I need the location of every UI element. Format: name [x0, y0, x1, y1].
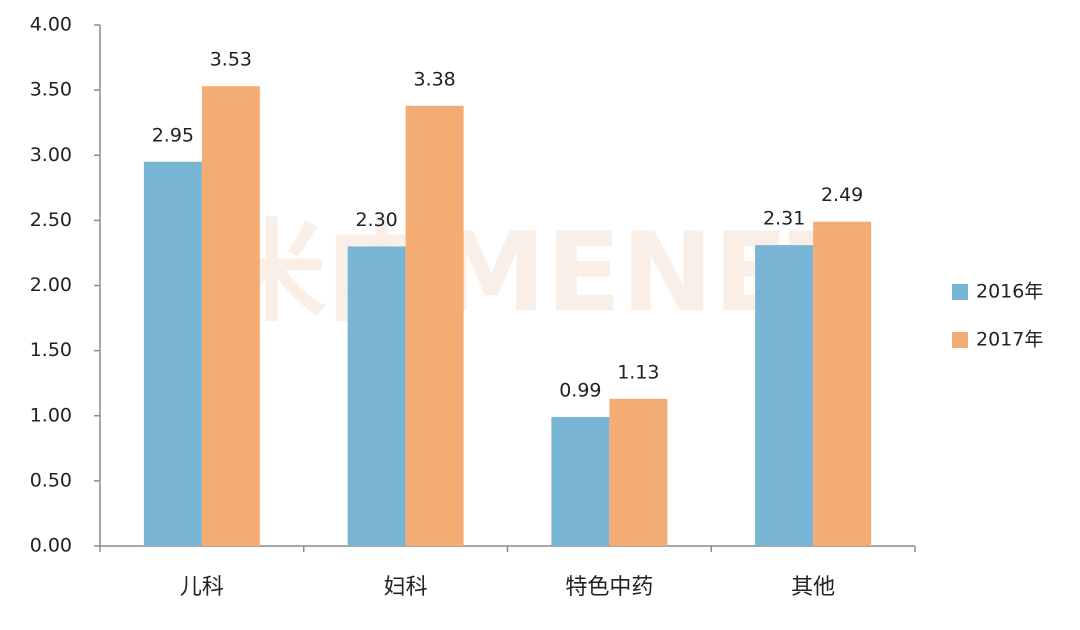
bar	[405, 105, 464, 546]
value-label: 2.31	[763, 208, 805, 230]
x-tick-label: 儿科	[180, 575, 224, 600]
y-tick-label: 0.00	[30, 535, 72, 557]
y-tick-label: 3.00	[30, 144, 72, 166]
value-label: 3.53	[210, 49, 252, 71]
value-label: 2.95	[152, 124, 194, 146]
bar	[609, 398, 668, 546]
value-label: 3.38	[413, 68, 455, 90]
legend-label: 2017年	[976, 329, 1043, 351]
value-label: 1.13	[617, 361, 659, 383]
legend-label: 2016年	[976, 281, 1043, 303]
bar	[551, 417, 610, 546]
bar	[755, 245, 814, 546]
y-tick-label: 0.50	[30, 469, 72, 491]
bar	[347, 246, 406, 547]
value-label: 2.30	[355, 209, 397, 231]
y-tick-label: 1.50	[30, 339, 72, 361]
y-tick-label: 4.00	[30, 14, 72, 36]
bar	[813, 221, 872, 547]
y-tick-label: 2.00	[30, 274, 72, 296]
x-tick-label: 特色中药	[565, 575, 653, 600]
x-tick-label: 其他	[791, 575, 835, 600]
y-tick-label: 1.00	[30, 404, 72, 426]
y-tick-label: 3.50	[30, 79, 72, 101]
legend-swatch	[952, 284, 968, 300]
bar	[201, 86, 260, 546]
bar	[143, 161, 202, 546]
value-label: 2.49	[821, 184, 863, 206]
x-tick-label: 妇科	[384, 575, 428, 600]
legend-swatch	[952, 332, 968, 348]
y-tick-label: 2.50	[30, 209, 72, 231]
value-label: 0.99	[559, 380, 601, 402]
